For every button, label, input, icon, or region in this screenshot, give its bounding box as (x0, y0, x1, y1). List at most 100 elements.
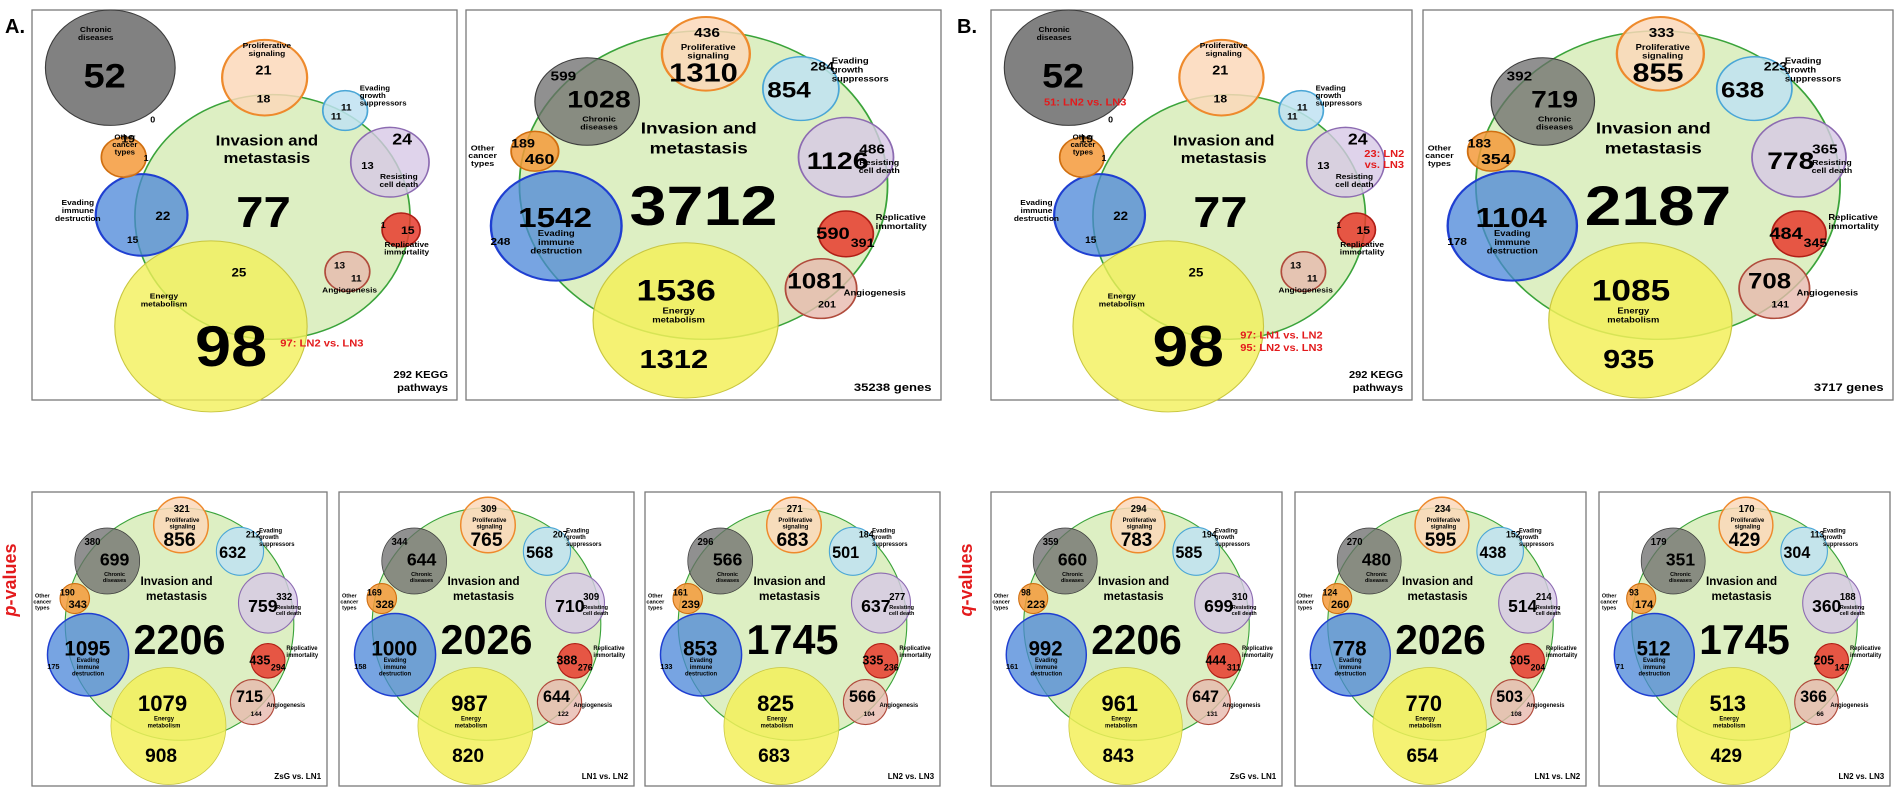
energy-outside-value: 683 (758, 746, 790, 767)
immune-label: Evading (1020, 198, 1052, 207)
immune-overlap-value: 1104 (1475, 202, 1546, 233)
other-label: Other (114, 133, 135, 141)
proliferative-overlap-value: 595 (1425, 530, 1457, 551)
resisting-circle (1305, 126, 1386, 198)
evading-growth-label: suppressors (360, 99, 407, 107)
resisting-overlap-value: 514 (1508, 596, 1537, 616)
proliferative-label: Proliferative (681, 43, 736, 52)
other-circle (59, 582, 91, 615)
evading-growth-overlap-value: 501 (832, 544, 859, 562)
gene-footer: 3717 genes (1814, 381, 1884, 394)
angiogenesis-circle (784, 257, 858, 320)
replicative-label: Replicative (286, 646, 318, 652)
evading-growth-circle (215, 526, 265, 576)
evading-growth-overlap-value: 438 (1480, 544, 1507, 562)
energy-outside-value: 98 (195, 314, 267, 379)
invasion-label: metastasis (1605, 139, 1702, 157)
resisting-outside-value: 310 (1232, 592, 1248, 603)
chronic-label: diseases (1061, 578, 1084, 584)
other-overlap-value: 239 (682, 599, 700, 611)
evading-growth-label: growth (360, 91, 387, 99)
resisting-outside-value: 277 (889, 592, 905, 603)
chronic-label: diseases (716, 578, 739, 584)
angiogenesis-label: Angiogenesis (1797, 288, 1859, 297)
other-outside-value: 98 (1021, 587, 1031, 597)
evading-growth-label: Evading (1215, 528, 1238, 534)
energy-label: metabolism (141, 300, 188, 308)
immune-overlap-value: 1542 (518, 202, 592, 233)
replicative-outside-value: 391 (851, 236, 875, 250)
gene-footer: ZsG vs. LN1 (1230, 772, 1277, 781)
resisting-outside-value: 214 (1536, 592, 1552, 603)
other-outside-value: 161 (673, 587, 688, 597)
evading-growth-label: suppressors (1823, 542, 1859, 548)
energy-label: metabolism (1099, 300, 1145, 309)
resisting-label: Resisting (583, 605, 608, 611)
other-circle (1322, 582, 1353, 615)
panel-letter-a: A. (5, 16, 25, 38)
immune-circle (46, 612, 130, 697)
proliferative-circle (765, 496, 823, 554)
resisting-circle (1751, 116, 1847, 198)
other-label: cancer (33, 600, 52, 606)
chronic-overlap-value: 660 (1058, 549, 1087, 569)
proliferative-outside-value: 170 (1739, 504, 1755, 515)
angiogenesis-circle (1794, 678, 1839, 726)
chronic-overlap-value: 351 (1666, 549, 1695, 569)
energy-label: metabolism (1607, 315, 1659, 324)
immune-label: destruction (685, 672, 717, 678)
replicative-overlap-value: 484 (1769, 223, 1803, 242)
replicative-label: Replicative (1340, 240, 1384, 249)
angiogenesis-overlap-value: 566 (849, 688, 876, 706)
other-label: Other (1298, 594, 1313, 600)
other-overlap-value: 1 (1102, 154, 1107, 163)
chronic-overlap-value: 644 (407, 549, 437, 569)
resisting-outside-value: 332 (276, 592, 292, 603)
evading-growth-outside-value: 194 (1202, 530, 1217, 540)
resisting-label: cell death (1232, 611, 1258, 617)
immune-outside-value: 178 (1447, 237, 1467, 248)
evading-growth-label: Evading (360, 84, 391, 92)
chronic-circle (44, 9, 176, 126)
kegg-footer: 292 KEGG (1349, 370, 1403, 381)
resisting-label: Resisting (1336, 173, 1373, 182)
evading-growth-label: Evading (259, 528, 282, 534)
energy-circle (723, 667, 840, 785)
angiogenesis-outside-value: 144 (251, 711, 262, 718)
evading-growth-label: Evading (872, 528, 895, 534)
chronic-label: Chronic (1062, 572, 1083, 578)
other-outside-value: 19 (121, 133, 135, 145)
resisting-outside-value: 188 (1840, 592, 1856, 603)
invasion-center-value: 2187 (1585, 175, 1731, 237)
resisting-outside-value: 309 (583, 592, 600, 603)
resisting-overlap-value: 778 (1767, 147, 1814, 174)
angiogenesis-overlap-value: 1081 (787, 269, 845, 294)
invasion-label: metastasis (1181, 151, 1267, 167)
immune-label: Evading (1643, 658, 1666, 664)
evading-growth-circle (522, 526, 572, 576)
immune-circle (353, 612, 437, 697)
chronic-label: Chronic (1038, 25, 1070, 34)
proliferative-label: signaling (783, 525, 809, 531)
resisting-circle (1802, 572, 1862, 634)
resisting-circle (544, 572, 606, 634)
angiogenesis-overlap-value: 13 (334, 261, 345, 271)
invasion-label: Invasion and (448, 574, 520, 588)
resisting-overlap-value: 1126 (807, 147, 869, 174)
other-overlap-value: 354 (1481, 151, 1510, 167)
proliferative-label: signaling (170, 525, 196, 531)
gene-footer: LN2 vs. LN3 (888, 772, 935, 781)
energy-label: Energy (662, 306, 694, 315)
energy-overlap-value: 513 (1710, 691, 1746, 716)
angiogenesis-circle (536, 678, 583, 726)
energy-overlap-value: 25 (1189, 266, 1204, 279)
invasion-label: metastasis (759, 589, 820, 603)
angiogenesis-label: Angiogenesis (1278, 286, 1333, 295)
energy-outside-value: 98 (1152, 314, 1223, 378)
replicative-circle (1814, 642, 1850, 679)
other-label: Other (1428, 144, 1452, 152)
evading-growth-outside-value: 184 (859, 530, 874, 540)
